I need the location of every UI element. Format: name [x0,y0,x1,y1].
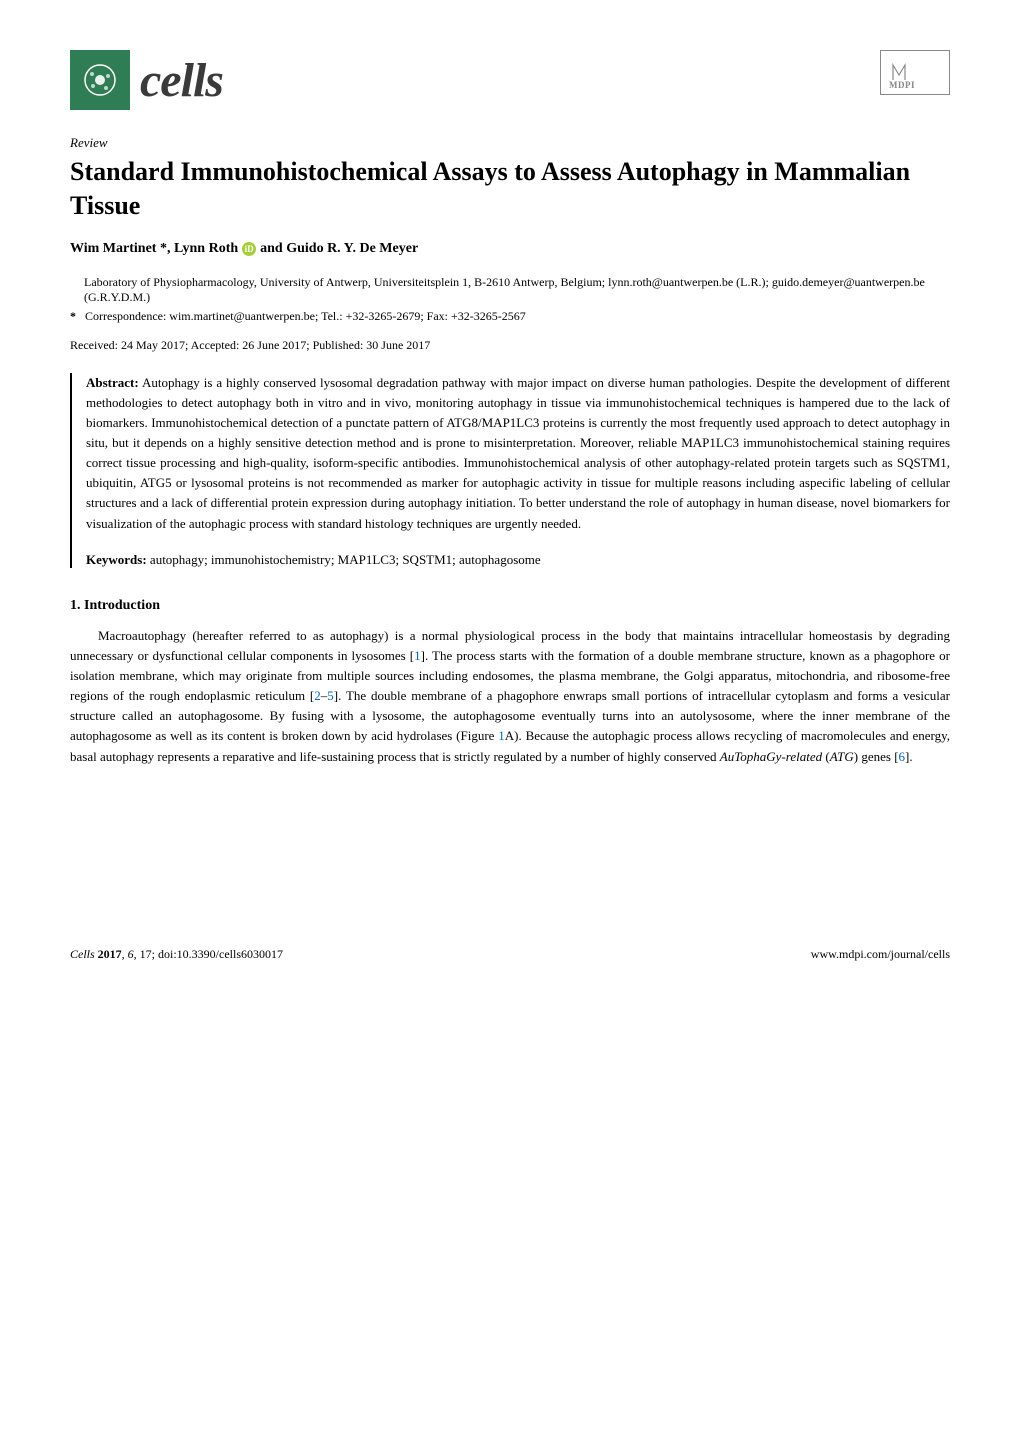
article-type: Review [70,135,950,151]
italic-autophagy-related: AuTophaGy-related [720,749,822,764]
authors-line: Wim Martinet *, Lynn Roth iD and Guido R… [70,241,950,257]
journal-name: cells [140,53,223,108]
keywords-paragraph: Keywords: autophagy; immunohistochemistr… [86,552,950,568]
page-footer: Cells 2017, 6, 17; doi:10.3390/cells6030… [70,947,950,962]
section-heading-introduction: 1. Introduction [70,598,950,614]
abstract-block: Abstract: Autophagy is a highly conserve… [70,373,950,568]
abstract-paragraph: Abstract: Autophagy is a highly conserve… [86,373,950,534]
keywords-text: autophagy; immunohistochemistry; MAP1LC3… [150,552,541,567]
page-header: cells MDPI [70,50,950,110]
affiliation: Laboratory of Physiopharmacology, Univer… [70,275,950,305]
authors-part2: and Guido R. Y. De Meyer [260,241,418,257]
footer-journal: Cells [70,947,95,961]
mdpi-text: MDPI [889,80,915,90]
article-title: Standard Immunohistochemical Assays to A… [70,155,950,223]
cells-logo-icon [70,50,130,110]
italic-atg: ATG [830,749,854,764]
authors-part1: Wim Martinet *, Lynn Roth [70,241,238,257]
abstract-text: Autophagy is a highly conserved lysosoma… [86,375,950,531]
correspondence-marker: * [70,309,76,323]
journal-logo-block: cells [70,50,223,110]
intro-paragraph: Macroautophagy (hereafter referred to as… [70,626,950,767]
intro-text-5: ( [822,749,830,764]
intro-text-6: ) genes [ [854,749,899,764]
publication-dates: Received: 24 May 2017; Accepted: 26 June… [70,338,950,353]
footer-doi: , 17; doi:10.3390/cells6030017 [134,947,283,961]
orcid-icon: iD [242,242,256,256]
correspondence-text: Correspondence: wim.martinet@uantwerpen.… [85,309,526,323]
keywords-label: Keywords: [86,552,147,567]
correspondence-line: * Correspondence: wim.martinet@uantwerpe… [70,309,950,324]
intro-text-7: ]. [905,749,913,764]
abstract-label: Abstract: [86,375,139,390]
footer-right: www.mdpi.com/journal/cells [811,947,950,962]
footer-year: 2017 [95,947,122,961]
mdpi-logo-icon: MDPI [880,50,950,95]
footer-left: Cells 2017, 6, 17; doi:10.3390/cells6030… [70,947,283,962]
